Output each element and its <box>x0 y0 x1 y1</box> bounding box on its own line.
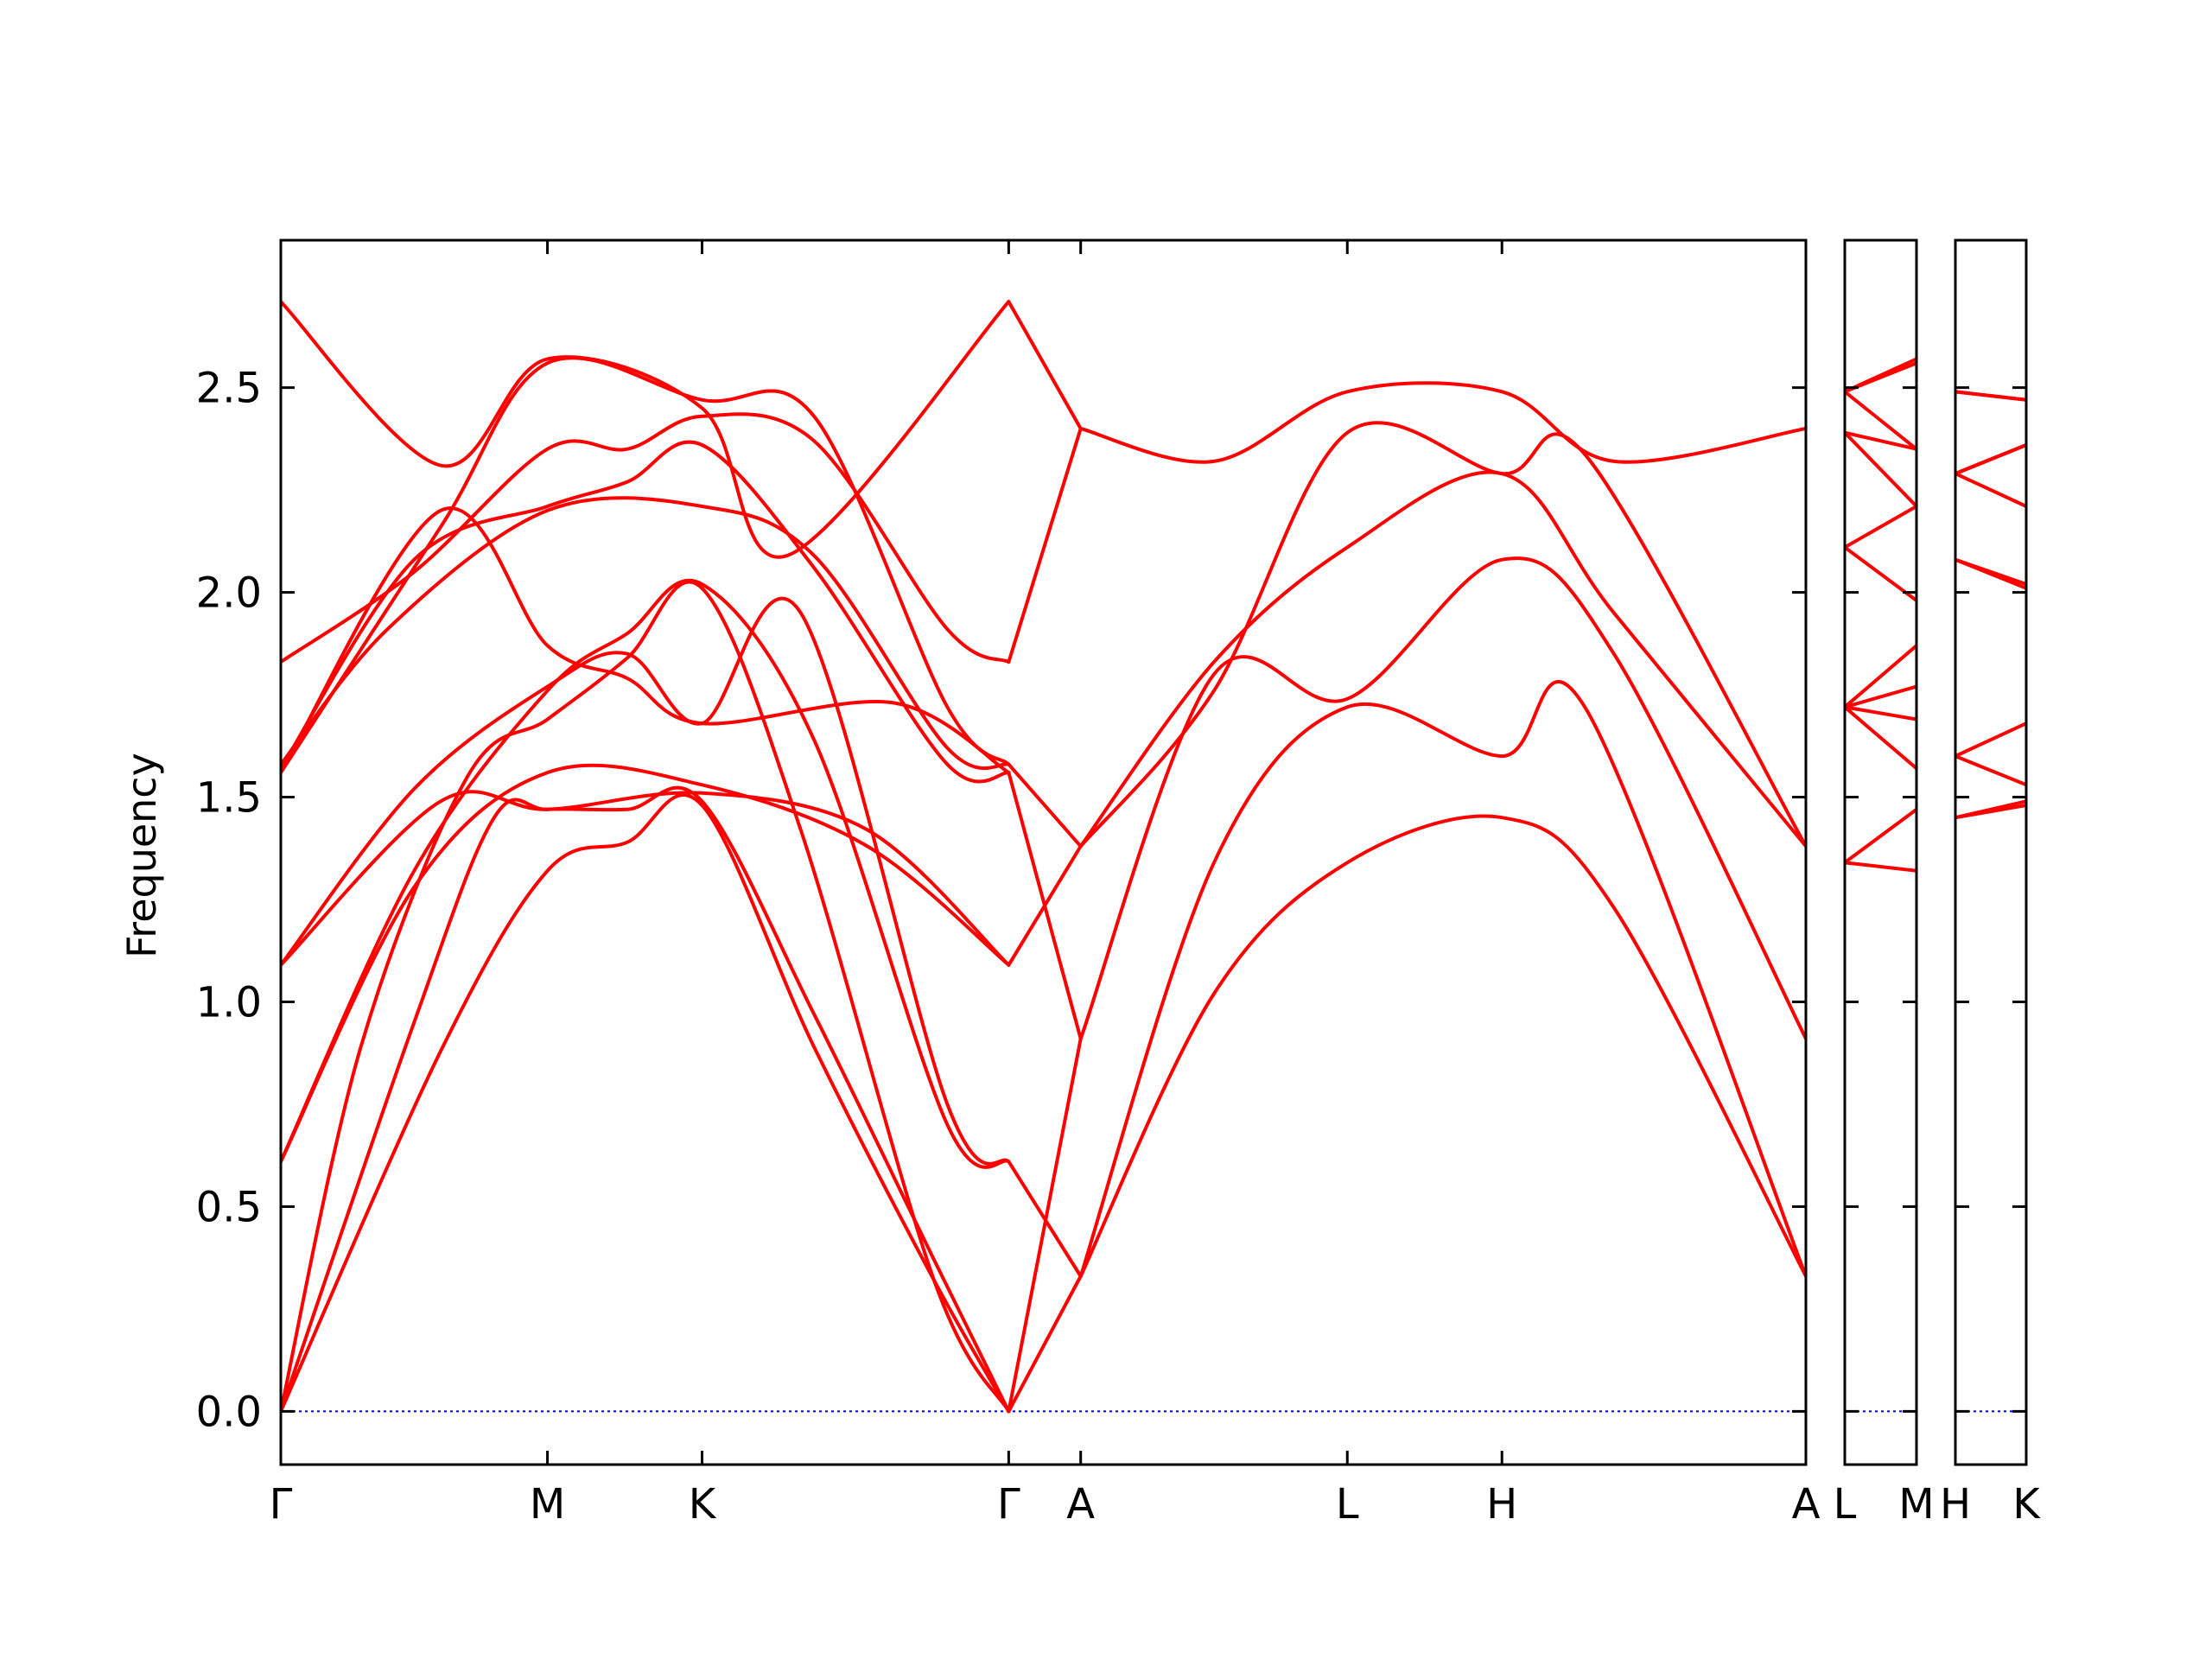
band-line <box>281 578 1011 1169</box>
x-tick-label: L <box>1834 1480 1857 1529</box>
band-line <box>281 763 1011 1164</box>
band-line <box>1007 427 1083 664</box>
band-line <box>1845 430 1916 451</box>
y-tick-label: 1.5 <box>196 774 262 823</box>
band-line <box>281 596 1011 1166</box>
band-line <box>281 300 1011 559</box>
band-line <box>1845 644 1916 709</box>
band-line <box>1845 390 1916 451</box>
x-tick-label: A <box>1792 1480 1821 1529</box>
band-line <box>1007 1274 1083 1414</box>
band-line <box>1007 844 1083 967</box>
band-line <box>1078 470 1806 849</box>
panel-frame <box>1843 238 1918 1466</box>
band-line <box>281 412 1011 664</box>
x-tick-label: A <box>1066 1480 1095 1529</box>
x-tick-label: M <box>530 1480 565 1529</box>
band-line <box>1078 680 1806 1278</box>
band-line <box>1078 381 1806 464</box>
panel-H-K-bands <box>1955 390 2026 1413</box>
x-tick-label: L <box>1336 1480 1359 1529</box>
band-line <box>1845 505 1916 550</box>
panel-frame <box>279 238 1808 1466</box>
frames-layer <box>279 238 2028 1466</box>
y-tick-label: 0.5 <box>196 1183 262 1231</box>
x-tick-label: H <box>1486 1480 1517 1529</box>
y-tick-label: 2.5 <box>196 365 262 413</box>
band-line <box>1845 430 1916 508</box>
x-tick-label: Γ <box>270 1480 293 1529</box>
band-line <box>281 356 1011 775</box>
x-tick-label: M <box>1898 1480 1934 1529</box>
band-line <box>281 580 1011 1414</box>
band-line <box>1078 814 1806 1278</box>
panel-main-bands <box>281 300 1806 1414</box>
band-line <box>1955 721 2026 759</box>
x-tick-label: K <box>2012 1480 2041 1529</box>
band-line <box>1845 705 1916 771</box>
y-tick-label: 0.0 <box>196 1388 262 1436</box>
panel-L-M-bands <box>1845 357 1916 1413</box>
y-tick-label: 1.0 <box>196 978 262 1027</box>
band-line <box>1955 754 2026 787</box>
band-line <box>1007 762 1083 849</box>
band-line <box>281 790 1011 967</box>
band-line <box>1007 1037 1083 1414</box>
band-line <box>1007 300 1083 430</box>
panel-frame <box>1954 238 2028 1466</box>
band-line <box>1007 1160 1083 1278</box>
band-line <box>1955 472 2026 508</box>
x-tick-label: H <box>1940 1480 1971 1529</box>
band-line <box>281 793 1011 1414</box>
band-line <box>1955 390 2026 402</box>
band-line <box>1078 556 1806 1041</box>
band-line <box>1955 799 2026 820</box>
band-line <box>281 506 1011 775</box>
ticks-layer: Γ M K Γ A L H A0.00.51.01.52.02.5L M H K <box>196 240 2041 1529</box>
y-tick-label: 2.0 <box>196 569 262 618</box>
x-tick-label: K <box>689 1480 717 1529</box>
band-line <box>1845 807 1916 865</box>
band-line <box>1955 557 2026 587</box>
band-line <box>281 496 1011 771</box>
band-line <box>1078 421 1806 849</box>
band-line <box>1845 684 1916 709</box>
band-line <box>1845 705 1916 721</box>
band-line <box>1845 861 1916 873</box>
y-axis-title: Frequency <box>118 753 165 958</box>
band-line <box>281 785 1011 1414</box>
band-line <box>1955 443 2026 476</box>
bands-layer <box>281 300 2026 1414</box>
band-line <box>281 440 1011 784</box>
x-tick-label: Γ <box>997 1480 1020 1529</box>
